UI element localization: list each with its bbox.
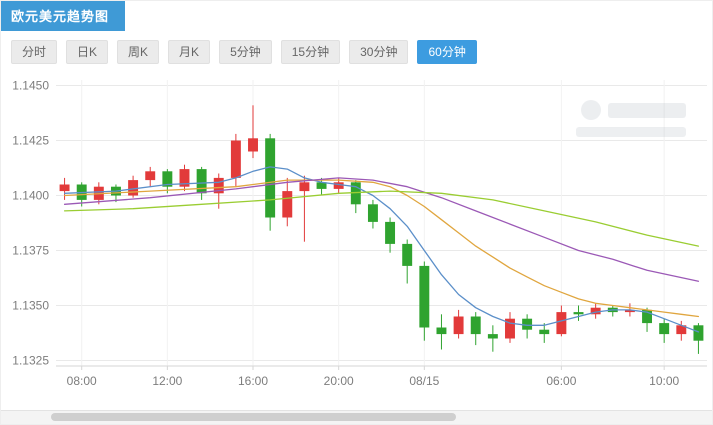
candle-body (556, 312, 567, 335)
x-axis-label: 06:00 (546, 374, 576, 388)
x-axis-label: 20:00 (324, 374, 354, 388)
candle-body (248, 138, 258, 152)
tab-周K[interactable]: 周K (117, 40, 160, 64)
candle-body (693, 325, 704, 341)
ma-green-line (63, 190, 700, 247)
y-axis-label: 1.1450 (12, 79, 49, 93)
candle-body (299, 182, 310, 192)
tab-5分钟[interactable]: 5分钟 (219, 40, 272, 64)
tab-60分钟[interactable]: 60分钟 (417, 40, 477, 64)
ma-blue-line (63, 166, 700, 333)
tab-30分钟[interactable]: 30分钟 (349, 40, 409, 64)
candle-body (487, 334, 498, 339)
y-axis-label: 1.1400 (12, 189, 49, 203)
candle-body (213, 177, 224, 194)
candle-body (573, 312, 584, 315)
chart-title-bar: 欧元美元趋势图 (1, 1, 126, 31)
candle-body (539, 329, 550, 335)
candle-body (333, 182, 344, 189)
x-axis-label: 12:00 (152, 374, 182, 388)
candle-body (590, 307, 601, 315)
candle-body (470, 316, 481, 335)
candle-body (350, 182, 361, 205)
tab-分时[interactable]: 分时 (11, 40, 58, 64)
ma-orange-line (63, 179, 700, 318)
tab-日K[interactable]: 日K (66, 40, 109, 64)
x-axis-label: 16:00 (238, 374, 268, 388)
x-axis-label: 08/15 (409, 374, 439, 388)
x-axis-label: 08:00 (67, 374, 97, 388)
candlestick-chart: 1.1450 1.1425 1.1400 1.1375 1.1350 1.1325 08:0… (1, 68, 713, 413)
candle-body (453, 316, 464, 335)
candle-body (676, 325, 687, 335)
candlestick-chart-canvas[interactable]: 1.1450 1.1425 1.1400 1.1375 1.1350 1.1325 08:0… (1, 68, 713, 413)
candle-body (402, 243, 413, 266)
candle-body (642, 309, 653, 324)
candle-body (59, 184, 70, 192)
tab-月K[interactable]: 月K (168, 40, 211, 64)
candle-body (436, 327, 447, 335)
ma-purple-line (63, 177, 700, 282)
y-axis-label: 1.1325 (12, 354, 49, 368)
y-axis-label: 1.1375 (12, 244, 49, 258)
y-axis-label: 1.1425 (12, 134, 49, 148)
scrollbar-thumb[interactable] (50, 413, 457, 421)
candle-body (128, 180, 139, 196)
interval-tabs: 分时 日K 周K 月K 5分钟 15分钟 30分钟 60分钟 (1, 31, 712, 68)
candle-body (659, 323, 670, 335)
candle-body (367, 204, 378, 222)
candle-body (265, 138, 276, 218)
candle-body (179, 169, 190, 187)
candle-body (282, 191, 293, 218)
candle-body (162, 171, 173, 187)
candle-body (230, 140, 241, 178)
candle-body (505, 318, 515, 339)
candle-body (624, 309, 635, 313)
tab-15分钟[interactable]: 15分钟 (280, 40, 341, 64)
candle-body (196, 169, 207, 194)
candle-body (419, 265, 430, 328)
candle-body (145, 171, 156, 181)
candle-body (522, 318, 533, 330)
candle-body (316, 182, 327, 189)
horizontal-scrollbar[interactable] (1, 410, 712, 424)
y-axis-label: 1.1350 (12, 299, 49, 313)
x-axis-label: 10:00 (649, 374, 679, 388)
page-title: 欧元美元趋势图 (11, 9, 110, 24)
candle-body (385, 221, 396, 244)
